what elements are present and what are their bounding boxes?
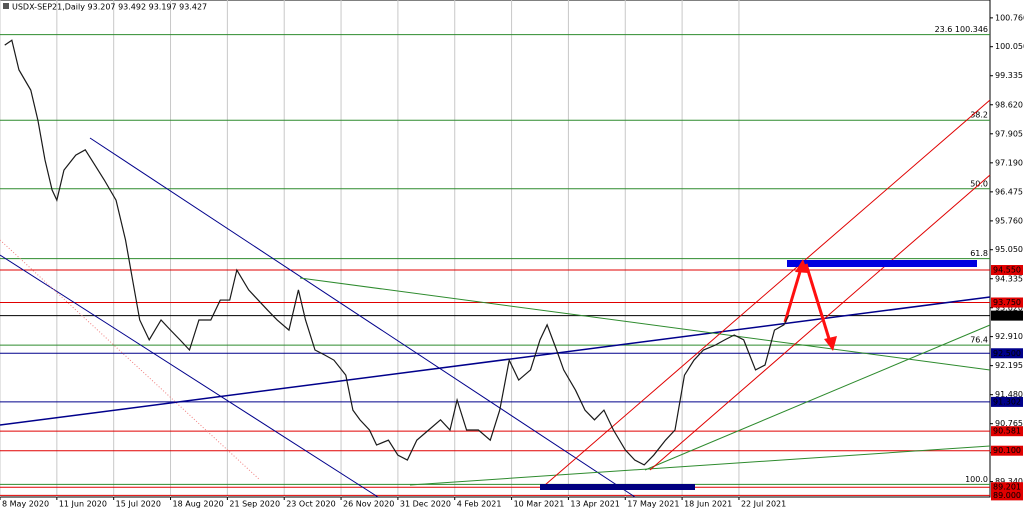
plot-frame (0, 0, 991, 498)
level-tag (991, 297, 1023, 308)
x-tick-label: 18 Jun 2021 (684, 500, 732, 509)
y-tick-label: 95.050 (995, 245, 1023, 254)
trend-line (0, 239, 261, 481)
arrow (783, 264, 804, 323)
grid (0, 0, 740, 497)
trend-line (0, 254, 379, 498)
x-tick-label: 21 Sep 2020 (229, 500, 280, 509)
fib-label: 100.0 (965, 475, 988, 484)
y-tick-label: 100.760 (995, 13, 1024, 22)
y-tick-label: 100.050 (995, 42, 1024, 51)
level-tag (991, 265, 1023, 276)
y-tick-label: 92.195 (995, 361, 1023, 370)
level-tag (991, 396, 1023, 407)
level-tag (991, 348, 1023, 359)
level-tag (991, 482, 1023, 493)
x-tick-label: 23 Oct 2020 (286, 500, 335, 509)
level-label: 92.500 (993, 349, 1021, 358)
y-tick-label: 97.905 (995, 129, 1023, 138)
level-tag (991, 426, 1023, 437)
y-tick-label: 94.335 (995, 274, 1023, 283)
channel-line (544, 99, 991, 486)
level-label: 90.581 (993, 427, 1021, 436)
arrow-head (795, 259, 808, 273)
arrow-head (824, 336, 837, 351)
level-label: 90.100 (993, 446, 1021, 455)
level-label: 93.750 (993, 298, 1021, 307)
x-tick-label: 17 May 2021 (627, 500, 679, 509)
level-label: 89.201 (993, 483, 1021, 492)
level-tag (991, 445, 1023, 456)
x-tick-label: 10 Mar 2021 (514, 500, 565, 509)
fib-label: 38.2 (970, 111, 988, 120)
y-tick-label: 92.910 (995, 332, 1023, 341)
y-tick-label: 90.765 (995, 419, 1023, 428)
y-tick-label: 96.475 (995, 187, 1023, 196)
trend-line (89, 137, 636, 498)
y-tick-label: 99.335 (995, 71, 1023, 80)
level-tag (991, 310, 1023, 321)
price (4, 39, 790, 466)
trend-line (409, 445, 991, 486)
price-line (4, 39, 790, 466)
level-label: 89.000 (993, 491, 1021, 500)
chart-title: USDX-SEP21,Daily 93.207 93.492 93.197 93… (12, 3, 207, 12)
symbol-icon (3, 3, 9, 9)
y-tick-label: 97.190 (995, 158, 1023, 167)
level-label: 91.302 (993, 397, 1021, 406)
drawings (0, 99, 991, 498)
fib-label: 23.6 100.346 (935, 25, 988, 34)
zone (540, 484, 695, 490)
axes: 8 May 2020 11 Jun 2020 15 Jul 2020 18 Aug 2… (0, 13, 1024, 509)
trend-line (644, 324, 991, 471)
trend-line (299, 277, 991, 371)
channel-line (649, 174, 991, 471)
y-tick-label: 93.620 (995, 303, 1023, 312)
fib-label: 76.4 (970, 336, 988, 345)
x-tick-label: 22 Jul 2021 (741, 500, 786, 509)
y-tick-label: 98.620 (995, 100, 1023, 109)
x-tick-label: 8 May 2020 (2, 500, 49, 509)
zone (787, 260, 977, 267)
x-tick-label: 15 Jul 2020 (116, 500, 161, 509)
x-tick-label: 26 Nov 2020 (343, 500, 394, 509)
y-tick-label: 89.340 (995, 477, 1023, 486)
x-tick-label: 4 Feb 2021 (457, 500, 502, 509)
x-tick-label: 11 Jun 2020 (59, 500, 107, 509)
y-tick-label: 91.480 (995, 390, 1023, 399)
level-label: 94.550 (993, 266, 1021, 275)
level-tag (991, 490, 1023, 501)
y-tick-label: 95.760 (995, 216, 1023, 225)
level-label: 93.427 (993, 311, 1021, 320)
fib-label: 61.8 (970, 249, 988, 258)
x-tick-label: 31 Dec 2020 (400, 500, 451, 509)
x-tick-label: 18 Aug 2020 (173, 500, 224, 509)
x-tick-label: 13 Apr 2021 (570, 500, 619, 509)
arrow (804, 263, 832, 343)
